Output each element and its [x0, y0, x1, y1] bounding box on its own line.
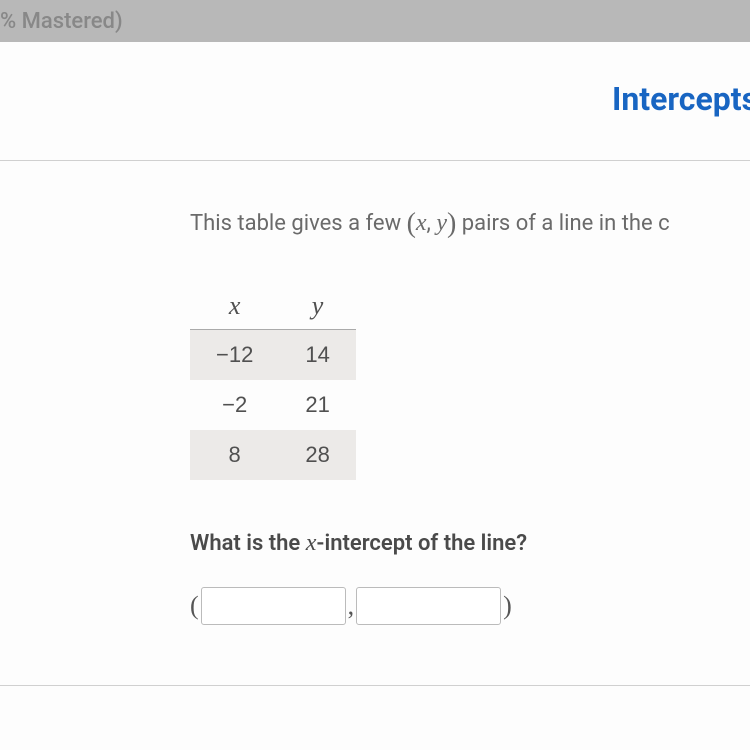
question-suffix: -intercept of the line?	[316, 531, 527, 556]
answer-paren-open: (	[190, 591, 199, 621]
page-title: Intercepts	[612, 80, 750, 118]
answer-paren-close: )	[503, 591, 512, 621]
col-header-y: y	[279, 283, 355, 330]
pair-sep: ,	[427, 211, 437, 236]
table-row: 8 28	[190, 430, 356, 480]
table-row: −2 21	[190, 380, 356, 430]
question-prefix: What is the	[190, 531, 306, 556]
var-y: y	[436, 210, 447, 236]
bottom-divider	[0, 685, 750, 686]
cell-x: 8	[190, 430, 279, 480]
mastered-text: % Mastered)	[0, 9, 123, 34]
table-row: −12 14	[190, 330, 356, 381]
cell-y: 21	[279, 380, 355, 430]
cell-x: −12	[190, 330, 279, 381]
title-area: Intercepts	[0, 42, 750, 118]
col-header-x: x	[190, 283, 279, 330]
question-text: What is the x-intercept of the line?	[190, 530, 750, 557]
x-intercept-input-1[interactable]	[201, 587, 346, 625]
cell-y: 28	[279, 430, 355, 480]
var-x: x	[416, 210, 427, 236]
prompt-text: This table gives a few (x, y) pairs of a…	[190, 201, 750, 243]
data-table: x y −12 14 −2 21 8 28	[190, 283, 750, 480]
table-header-row: x y	[190, 283, 356, 330]
answer-sep: ,	[348, 591, 355, 621]
mastered-bar: % Mastered)	[0, 0, 750, 42]
content-body: This table gives a few (x, y) pairs of a…	[0, 161, 750, 686]
question-var: x	[306, 530, 317, 556]
main-content: Intercepts This table gives a few (x, y)…	[0, 42, 750, 750]
paren-close: )	[447, 208, 456, 239]
cell-y: 14	[279, 330, 355, 381]
cell-x: −2	[190, 380, 279, 430]
answer-input-group: ( , )	[190, 587, 750, 625]
x-intercept-input-2[interactable]	[356, 587, 501, 625]
prompt-suffix: pairs of a line in the c	[456, 211, 669, 236]
paren-open: (	[407, 208, 416, 239]
prompt-prefix: This table gives a few	[190, 211, 407, 236]
